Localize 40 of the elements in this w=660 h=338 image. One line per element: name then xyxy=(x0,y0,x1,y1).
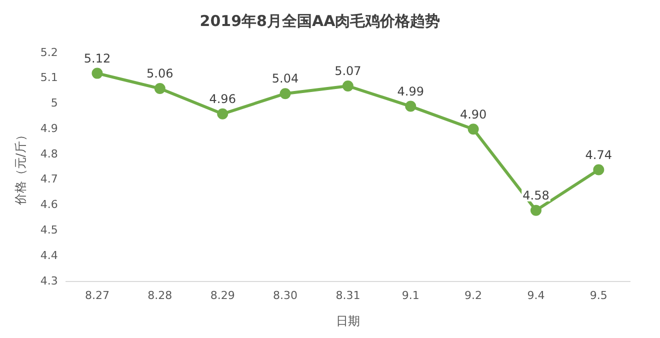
x-tick-label: 8.27 xyxy=(84,288,110,302)
data-label: 4.90 xyxy=(460,107,487,122)
point xyxy=(92,68,103,79)
y-tick-label: 5.2 xyxy=(40,46,58,59)
x-tick-label: 8.29 xyxy=(210,288,235,302)
data-label: 5.06 xyxy=(146,66,174,81)
x-tick-label: 8.28 xyxy=(148,288,172,302)
x-tick-label: 9.1 xyxy=(402,288,420,302)
x-tick-label: 8.30 xyxy=(273,288,298,302)
y-tick-label: 4.8 xyxy=(40,147,58,160)
point xyxy=(280,88,291,100)
point xyxy=(530,204,542,216)
point xyxy=(593,164,604,176)
x-axis-title: 日期 xyxy=(336,314,360,328)
y-tick-label: 4.4 xyxy=(40,248,58,262)
x-tick-label: 9.4 xyxy=(527,288,545,302)
data-label: 5.12 xyxy=(84,51,111,66)
data-label: 4.99 xyxy=(397,84,424,98)
point xyxy=(468,124,479,135)
x-tick-label: 9.5 xyxy=(590,288,608,302)
data-label: 4.96 xyxy=(209,92,236,106)
data-label: 4.58 xyxy=(522,188,550,202)
y-axis-title: 价格（元/斤） xyxy=(13,129,28,206)
data-label: 4.74 xyxy=(585,148,612,162)
y-tick-label: 4.6 xyxy=(40,198,58,212)
data-label: 5.04 xyxy=(272,72,299,86)
point xyxy=(405,100,416,112)
x-tick-label: 8.31 xyxy=(336,288,360,302)
y-tick-label: 5 xyxy=(50,96,58,110)
point xyxy=(154,83,166,94)
y-tick-label: 4.5 xyxy=(40,224,58,237)
point xyxy=(217,108,228,120)
data-label: 5.07 xyxy=(334,64,362,78)
y-tick-label: 4.3 xyxy=(40,274,58,288)
y-tick-label: 5.1 xyxy=(40,71,58,84)
chart-title: 2019年8月全国AA肉毛鸡价格趋势 xyxy=(200,12,440,30)
y-tick-label: 4.9 xyxy=(40,122,58,135)
y-tick-label: 4.7 xyxy=(40,172,58,186)
x-tick-label: 9.2 xyxy=(464,288,482,302)
point xyxy=(342,80,354,92)
